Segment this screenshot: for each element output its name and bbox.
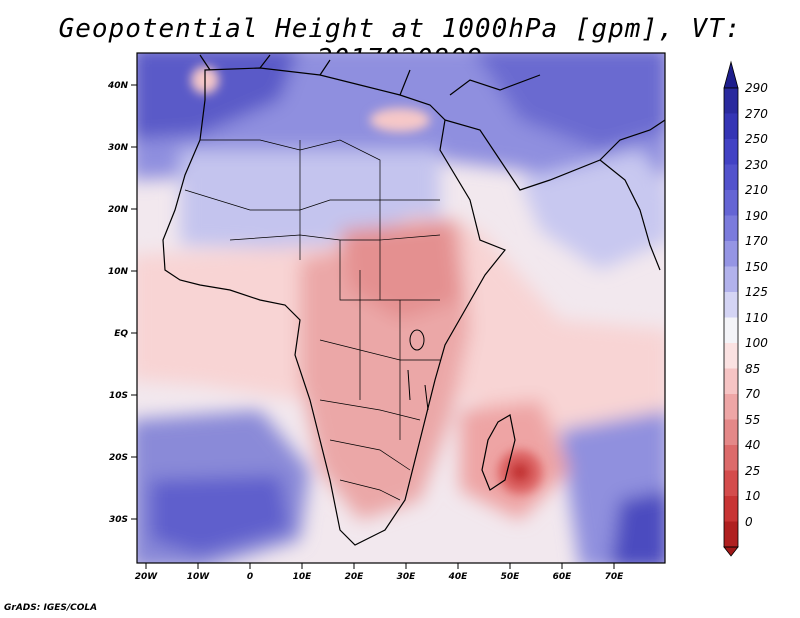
colorbar-label: 125 (745, 285, 768, 299)
lon-axis: 20W 10W 0 10E 20E 30E 40E 50E 60E 70E (135, 563, 624, 582)
colorbar-swatch (724, 113, 738, 139)
colorbar-label: 250 (745, 132, 768, 146)
colorbar-outline (723, 87, 739, 548)
lat-tick-label: 30S (109, 515, 128, 525)
lon-tick-label: 10E (293, 572, 313, 582)
colorbar-bottom-arrow (723, 546, 739, 557)
colorbar-label: 25 (745, 464, 760, 478)
lon-tick-label: 20W (135, 572, 159, 582)
lat-tick-label: 40N (107, 81, 129, 91)
lon-tick-label: 50E (501, 572, 521, 582)
country-borders (184, 139, 441, 501)
colorbar-label: 0 (745, 515, 753, 529)
colorbar: 290 270 250 230 210 190 170 150 125 110 … (723, 60, 768, 557)
lakes (407, 329, 429, 411)
lat-tick-label: 20S (109, 453, 128, 463)
colorbar-swatch (724, 445, 738, 471)
lat-tick-label: 20N (108, 205, 129, 215)
colorbar-label: 110 (745, 311, 768, 325)
colorbar-label: 150 (745, 260, 768, 274)
colorbar-label: 10 (745, 489, 761, 503)
lon-tick-label: 10W (187, 572, 211, 582)
colorbar-label: 210 (745, 183, 768, 197)
colorbar-swatch (724, 215, 738, 241)
colorbar-label: 85 (745, 362, 760, 376)
colorbar-label: 170 (745, 234, 768, 248)
colorbar-swatch (724, 292, 738, 318)
lat-axis: 40N 30N 20N 10N EQ 10S 20S 30S (107, 81, 137, 525)
colorbar-swatch (724, 419, 738, 445)
lon-tick-label: 30E (397, 572, 417, 582)
colorbar-swatch (724, 496, 738, 522)
lon-tick-label: 60E (553, 572, 573, 582)
colorbar-swatch (724, 394, 738, 420)
lat-tick-label: EQ (114, 329, 128, 339)
map-field (137, 53, 665, 563)
colorbar-label: 55 (745, 413, 760, 427)
lon-tick-label: 0 (247, 572, 253, 582)
colorbar-label: 70 (745, 387, 761, 401)
lat-tick-label: 30N (108, 143, 129, 153)
colorbar-label: 230 (745, 158, 768, 172)
colorbar-swatch (724, 521, 738, 547)
colorbar-swatch (724, 317, 738, 343)
colorbar-label: 290 (745, 81, 768, 95)
credit-footer: GrADS: IGES/COLA (4, 603, 98, 613)
map-frame (136, 52, 666, 564)
colorbar-swatch (724, 368, 738, 394)
colorbar-swatch (724, 266, 738, 292)
colorbar-swatch (724, 470, 738, 496)
colorbar-label: 190 (745, 209, 768, 223)
colorbar-swatch (724, 164, 738, 190)
lat-tick-label: 10N (108, 267, 129, 277)
colorbar-swatch (724, 343, 738, 369)
lat-tick-label: 10S (109, 391, 128, 401)
lon-tick-label: 70E (605, 572, 625, 582)
colorbar-label: 100 (745, 336, 768, 350)
colorbar-swatch (724, 88, 738, 114)
colorbar-swatch (724, 241, 738, 267)
colorbar-swatch (724, 139, 738, 165)
lon-tick-label: 40E (448, 572, 469, 582)
colorbar-label: 40 (745, 438, 761, 452)
colorbar-swatch (724, 190, 738, 216)
colorbar-top-arrow (723, 60, 739, 89)
coastlines (162, 54, 665, 546)
lon-tick-label: 20E (345, 572, 365, 582)
colorbar-label: 270 (745, 107, 768, 121)
